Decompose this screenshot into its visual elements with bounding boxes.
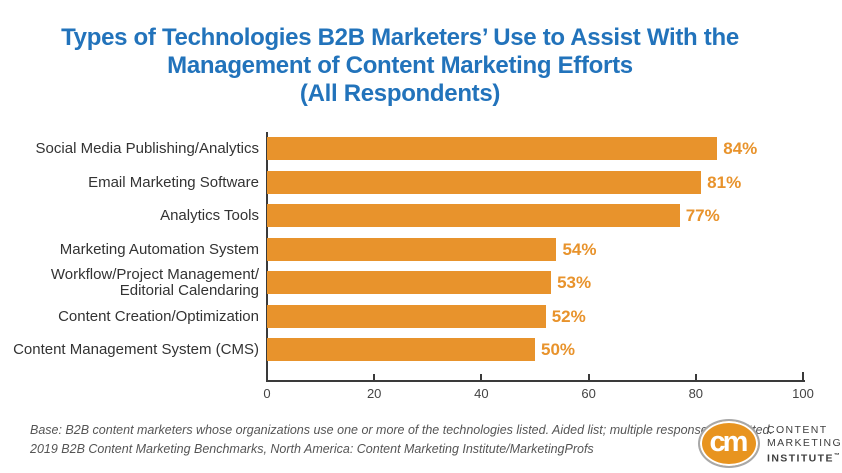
source-note-line1: Base: B2B content marketers whose organi… <box>30 423 773 437</box>
category-label: Email Marketing Software <box>0 173 259 191</box>
category-label: Content Management System (CMS) <box>0 340 259 358</box>
bar <box>267 137 718 160</box>
category-label-line: Marketing Automation System <box>59 240 259 258</box>
category-label-line: Content Creation/Optimization <box>58 307 259 325</box>
cmi-logo: cm CONTENT MARKETING INSTITUTE™ <box>695 416 842 473</box>
x-axis-tick <box>587 374 590 380</box>
value-label: 84% <box>723 139 758 158</box>
bar <box>267 204 680 227</box>
category-label-line: Content Management System (CMS) <box>13 340 259 358</box>
value-label: 50% <box>541 340 576 359</box>
x-axis-tick <box>373 374 376 380</box>
x-axis-tick <box>802 372 804 380</box>
x-axis-tick-label: 60 <box>581 386 596 401</box>
cmi-logo-line3: INSTITUTE™ <box>767 452 840 465</box>
bar <box>267 271 552 294</box>
value-label: 77% <box>685 206 720 225</box>
x-axis-tick-label: 20 <box>366 386 382 401</box>
category-label-line: Analytics Tools <box>160 206 259 224</box>
cmi-logo-icon: cm <box>698 419 760 468</box>
category-label: Workflow/Project Management/Editorial Ca… <box>0 265 259 299</box>
x-axis-tick-label: 80 <box>688 386 704 401</box>
category-label: Analytics Tools <box>0 206 259 224</box>
source-note-line2: 2019 B2B Content Marketing Benchmarks, N… <box>30 442 594 456</box>
bar <box>267 305 546 328</box>
cmi-logo-text: CONTENT MARKETING INSTITUTE™ <box>767 424 842 466</box>
category-label-line: Editorial Calendaring <box>119 281 259 299</box>
x-axis-tick-label: 0 <box>263 386 271 401</box>
chart-title: Types of Technologies B2B Marketers’ Use… <box>0 24 800 108</box>
source-note: Base: B2B content marketers whose organi… <box>30 421 773 459</box>
bar <box>267 171 702 194</box>
bar <box>267 238 557 261</box>
x-axis-tick-label: 100 <box>792 386 814 401</box>
value-label: 53% <box>557 273 592 292</box>
category-label: Marketing Automation System <box>0 240 259 258</box>
cmi-logo-line2: MARKETING <box>767 437 842 449</box>
category-label-line: Workflow/Project Management/ <box>50 265 259 283</box>
cmi-monogram: cm <box>709 426 749 458</box>
category-label-line: Email Marketing Software <box>88 173 259 191</box>
chart-title-line3: (All Respondents) <box>299 80 501 107</box>
category-label: Content Creation/Optimization <box>0 307 259 325</box>
value-label: 81% <box>707 173 742 192</box>
category-label-line: Social Media Publishing/Analytics <box>35 139 259 157</box>
x-axis-tick <box>694 374 697 380</box>
trademark-symbol: ™ <box>833 453 840 459</box>
value-label: 52% <box>551 307 586 326</box>
value-label: 54% <box>562 240 597 259</box>
chart-title-line1: Types of Technologies B2B Marketers’ Use… <box>61 24 739 51</box>
cmi-logo-line1: CONTENT <box>767 424 828 436</box>
x-axis-tick-label: 40 <box>474 386 489 401</box>
chart-title-line2: Management of Content Marketing Efforts <box>167 52 633 79</box>
category-label: Social Media Publishing/Analytics <box>0 139 259 157</box>
x-axis-tick <box>480 374 483 380</box>
bar <box>267 338 535 361</box>
x-axis-line <box>266 380 805 382</box>
